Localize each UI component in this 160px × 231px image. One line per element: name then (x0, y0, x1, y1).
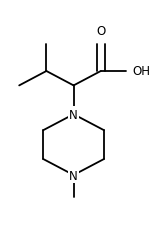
Text: N: N (69, 169, 78, 182)
Text: OH: OH (133, 65, 151, 78)
Text: O: O (96, 25, 105, 38)
Text: N: N (69, 108, 78, 121)
